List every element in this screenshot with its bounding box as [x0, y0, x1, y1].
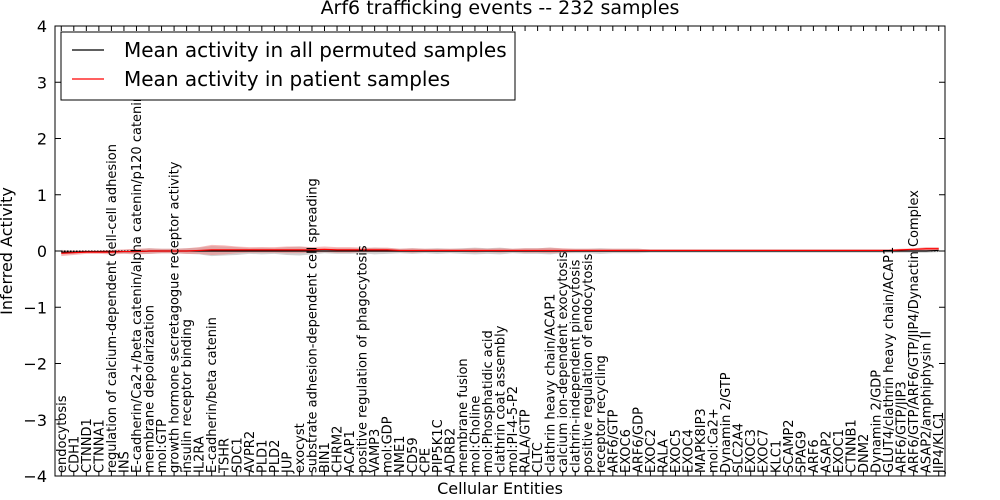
chart-title: Arf6 trafficking events -- 232 samples — [321, 0, 680, 19]
category-label: ASAP2 — [819, 431, 834, 473]
category-label: DNM2 — [857, 434, 872, 473]
category-label: SDC1 — [230, 437, 245, 473]
category-label: receptor recycling — [594, 355, 609, 473]
category-label: JIP4/KLC1 — [932, 412, 947, 474]
category-label: CTNNB1 — [844, 419, 859, 473]
y-tick-label: 4 — [37, 17, 47, 36]
category-label: AVPR2 — [243, 431, 258, 473]
category-label: clathrin heavy chain/ACAP1 — [544, 294, 559, 473]
category-label: ARF6/GTP — [606, 409, 621, 473]
category-label: EXOC2 — [644, 429, 659, 473]
category-label: NME1 — [393, 436, 408, 473]
category-label: Dynamin 2/GTP — [719, 372, 734, 473]
y-tick-label: 3 — [37, 73, 47, 92]
category-label: EXOC7 — [757, 429, 772, 473]
y-tick-label: −1 — [23, 298, 47, 317]
category-label: MAPK8IP3 — [694, 408, 709, 473]
category-label: clathrin-independent pinocytosis — [569, 259, 584, 473]
category-label: BIN1 — [318, 442, 333, 473]
category-label: membrane depolarization — [143, 305, 158, 473]
category-label: ASAP2/amphiphysin II — [920, 331, 935, 473]
category-label: membrane fusion — [456, 358, 471, 473]
category-label: endocytosis — [55, 395, 70, 473]
category-label: ARF6/GDP — [631, 407, 646, 473]
plot-frame — [54, 25, 946, 477]
y-tick-label: 0 — [37, 242, 47, 261]
category-label: E-cadherin/beta catenin — [205, 317, 220, 473]
series-lines — [61, 248, 939, 254]
category-label: IL2RA — [193, 436, 208, 473]
y-tick-label: −3 — [23, 411, 47, 430]
category-label: ARF6 — [807, 439, 822, 473]
category-label: VAMP3 — [368, 429, 383, 473]
category-label: ACAP1 — [343, 430, 358, 473]
y-axis-label: Inferred Activity — [0, 187, 16, 315]
category-label: CTNND1 — [80, 418, 95, 473]
legend-box — [60, 31, 516, 101]
category-label: mol:PI-4-5-P2 — [506, 386, 521, 473]
category-label: E-cadherin/Ca2+/beta catenin/alpha caten… — [130, 94, 145, 473]
category-label: Dynamin 2/GDP — [870, 370, 885, 473]
category-label: calcium ion-dependent exocytosis — [556, 251, 571, 473]
legend-label-permuted: Mean activity in all permuted samples — [124, 38, 507, 62]
y-tick-label: 1 — [37, 186, 47, 205]
category-label: ARF6/GTP/ARF6/GTP/JIP4/Dynactin Complex — [907, 190, 922, 473]
category-label: clathrin coat assembly — [494, 325, 509, 473]
category-label: insulin receptor binding — [180, 319, 195, 473]
category-label: mol:GTP — [155, 419, 170, 473]
category-label: mol:Phosphatidic acid — [481, 330, 496, 473]
category-label: exocyst — [293, 423, 308, 473]
category-label: JUP — [280, 452, 295, 474]
category-label: growth hormone secretagogue receptor act… — [168, 161, 183, 473]
category-label: SCAMP2 — [782, 419, 797, 473]
category-label: PLD1 — [255, 440, 270, 473]
category-label: CDH1 — [67, 436, 82, 473]
category-label: EXOC5 — [669, 429, 684, 473]
category-label: CLTC — [531, 442, 546, 473]
series-line-patient — [61, 248, 939, 254]
legend: Mean activity in all permuted samples Me… — [60, 31, 516, 101]
category-label: TSHR — [218, 438, 233, 474]
category-label: positive regulation of phagocytosis — [356, 245, 371, 473]
category-label: ADRB2 — [443, 428, 458, 473]
category-label: mol:Ca2+ — [707, 408, 722, 473]
x-axis-ticks — [60, 26, 940, 476]
y-tick-label: −4 — [23, 467, 47, 486]
category-label: regulation of calcium-dependent cell-cel… — [105, 144, 120, 473]
category-label: PIP5K1C — [431, 419, 446, 473]
category-label: EXOC1 — [832, 429, 847, 473]
category-label: positive regulation of endocytosis — [581, 253, 596, 473]
category-label: CPE — [418, 448, 433, 473]
category-label: SPAG9 — [794, 431, 809, 473]
category-label: mol:Choline — [468, 396, 483, 473]
category-label: EXOC6 — [619, 429, 634, 473]
category-label: CTNNA1 — [92, 419, 107, 473]
category-label: EXOC4 — [682, 429, 697, 473]
category-label: RALA/GTP — [519, 409, 534, 473]
category-label: RALA — [656, 439, 671, 473]
y-axis-ticks: −4 −3 −2 −1 0 1 2 3 4 — [23, 17, 945, 486]
category-label: substrate adhesion-dependent cell spread… — [305, 178, 320, 473]
category-label: INS — [117, 451, 132, 473]
category-label: KLC1 — [769, 440, 784, 473]
category-label: GLUT4/clathrin heavy chain/ACAP1 — [882, 247, 897, 473]
category-label: EXOC3 — [744, 429, 759, 473]
x-axis-label: Cellular Entities — [437, 479, 563, 498]
y-tick-label: 2 — [37, 130, 47, 149]
y-tick-label: −2 — [23, 355, 47, 374]
category-label: SLC2A4 — [732, 423, 747, 473]
category-label: PLD2 — [268, 440, 283, 473]
category-label: CD59 — [406, 437, 421, 473]
category-label: CHRM2 — [331, 426, 346, 473]
category-label: ARF6/GTP/JIP3 — [895, 381, 910, 473]
legend-label-patient: Mean activity in patient samples — [124, 67, 450, 91]
category-label: mol:GDP — [381, 416, 396, 473]
